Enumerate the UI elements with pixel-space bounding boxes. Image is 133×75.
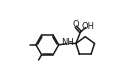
Text: OH: OH [81,22,94,31]
Text: NH: NH [61,38,74,47]
Text: O: O [73,20,79,29]
